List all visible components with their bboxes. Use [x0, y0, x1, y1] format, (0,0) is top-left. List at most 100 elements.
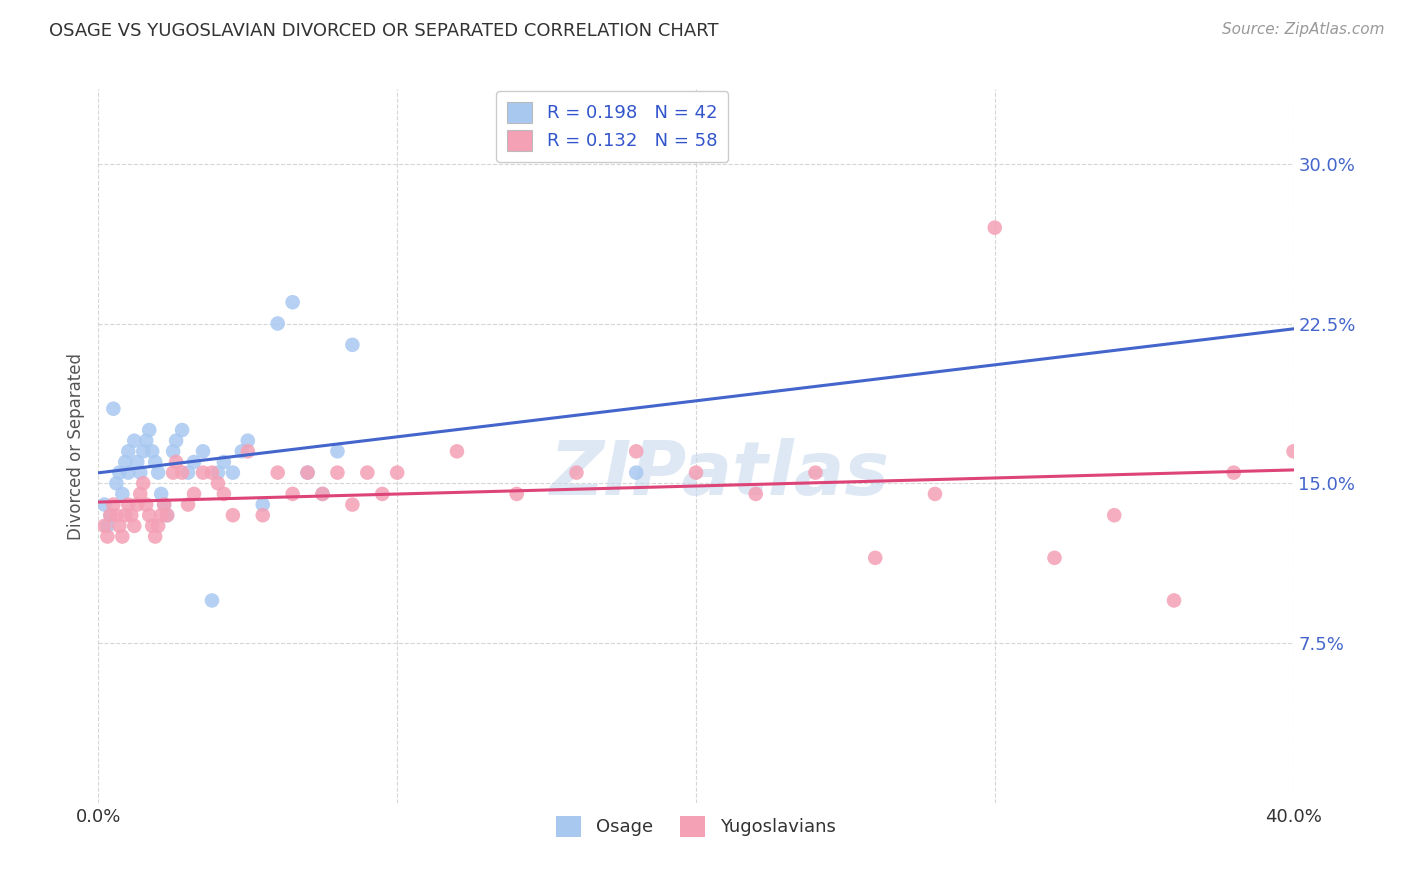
Y-axis label: Divorced or Separated: Divorced or Separated [67, 352, 86, 540]
Point [138, 508, 160, 523]
Point [162, 444, 184, 458]
Point [212, 455, 235, 469]
Point [201, 593, 224, 607]
Point [183, 455, 205, 469]
Point [103, 498, 125, 512]
Point [114, 508, 136, 523]
Text: Source: ZipAtlas.com: Source: ZipAtlas.com [1222, 22, 1385, 37]
Point [117, 444, 139, 458]
Point [356, 466, 378, 480]
Point [281, 295, 304, 310]
Point [153, 498, 176, 512]
Point [924, 487, 946, 501]
Point [506, 487, 529, 501]
Point [114, 455, 136, 469]
Point [231, 444, 253, 458]
Point [156, 508, 179, 523]
Point [267, 317, 290, 331]
Point [222, 508, 245, 523]
Point [236, 444, 259, 458]
Point [311, 487, 333, 501]
Point [117, 498, 139, 512]
Point [342, 338, 364, 352]
Point [745, 487, 768, 501]
Point [165, 455, 187, 469]
Point [326, 444, 349, 458]
Point [127, 498, 149, 512]
Point [132, 444, 155, 458]
Point [138, 423, 160, 437]
Point [132, 476, 155, 491]
Legend: Osage, Yugoslavians: Osage, Yugoslavians [548, 808, 844, 844]
Point [124, 519, 146, 533]
Point [342, 498, 364, 512]
Point [150, 487, 173, 501]
Point [108, 519, 131, 533]
Point [177, 498, 200, 512]
Point [111, 529, 134, 543]
Point [565, 466, 588, 480]
Point [98, 508, 122, 523]
Point [626, 444, 648, 458]
Point [93, 519, 115, 533]
Point [212, 487, 235, 501]
Point [148, 519, 170, 533]
Point [165, 434, 187, 448]
Point [105, 476, 128, 491]
Point [129, 487, 152, 501]
Point [150, 508, 173, 523]
Point [103, 401, 125, 416]
Point [297, 466, 319, 480]
Point [141, 519, 163, 533]
Point [191, 444, 214, 458]
Point [222, 466, 245, 480]
Point [124, 434, 146, 448]
Point [201, 466, 224, 480]
Point [267, 466, 290, 480]
Point [183, 487, 205, 501]
Point [191, 466, 214, 480]
Point [804, 466, 827, 480]
Point [207, 466, 229, 480]
Point [626, 466, 648, 480]
Point [143, 529, 166, 543]
Point [207, 476, 229, 491]
Point [385, 466, 409, 480]
Point [1104, 508, 1126, 523]
Point [236, 434, 259, 448]
Point [297, 466, 319, 480]
Point [984, 220, 1007, 235]
Point [108, 466, 131, 480]
Point [148, 466, 170, 480]
Point [326, 466, 349, 480]
Point [105, 508, 128, 523]
Point [685, 466, 707, 480]
Text: ZIPatlas: ZIPatlas [550, 438, 890, 511]
Point [98, 508, 122, 523]
Point [1163, 593, 1185, 607]
Point [156, 508, 179, 523]
Point [153, 498, 176, 512]
Point [93, 498, 115, 512]
Point [135, 498, 157, 512]
Point [162, 466, 184, 480]
Point [177, 466, 200, 480]
Point [143, 455, 166, 469]
Point [252, 508, 274, 523]
Point [129, 466, 152, 480]
Point [120, 508, 142, 523]
Point [96, 529, 118, 543]
Point [371, 487, 394, 501]
Point [172, 423, 194, 437]
Point [865, 550, 887, 565]
Point [127, 455, 149, 469]
Point [96, 519, 118, 533]
Point [446, 444, 468, 458]
Text: OSAGE VS YUGOSLAVIAN DIVORCED OR SEPARATED CORRELATION CHART: OSAGE VS YUGOSLAVIAN DIVORCED OR SEPARAT… [49, 22, 718, 40]
Point [117, 466, 139, 480]
Point [281, 487, 304, 501]
Point [111, 487, 134, 501]
Point [311, 487, 333, 501]
Point [135, 434, 157, 448]
Point [1043, 550, 1066, 565]
